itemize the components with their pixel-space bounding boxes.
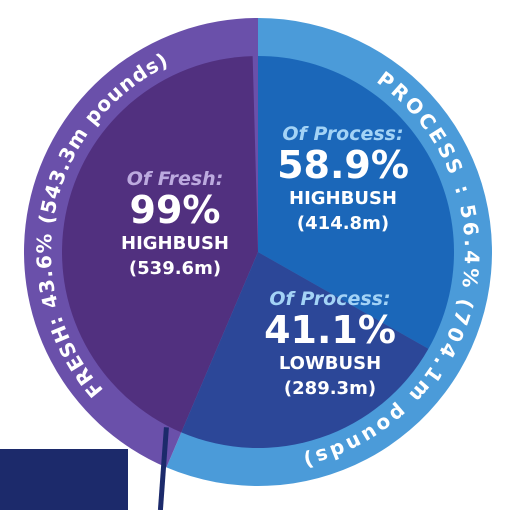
slice-header: Of Fresh:: [127, 168, 224, 190]
slice-header: Of Process:: [269, 288, 390, 310]
corner-panel: [0, 449, 128, 510]
slice-amount: (289.3m): [284, 378, 376, 399]
slice-amount: (539.6m): [129, 258, 221, 279]
inner-slice: [61, 56, 258, 433]
slice-category: LOWBUSH: [279, 353, 381, 374]
slice-header: Of Process:: [282, 123, 403, 145]
slice-category: HIGHBUSH: [289, 188, 397, 209]
slice-value: 41.1%: [264, 308, 396, 352]
inner-slice: [181, 252, 429, 448]
slice-category: HIGHBUSH: [121, 233, 229, 254]
pointer-line: [157, 427, 169, 510]
slice-value: 58.9%: [277, 143, 409, 187]
inner-slice: [258, 56, 454, 349]
slice-value: 99%: [130, 188, 221, 232]
slice-amount: (414.8m): [297, 213, 389, 234]
